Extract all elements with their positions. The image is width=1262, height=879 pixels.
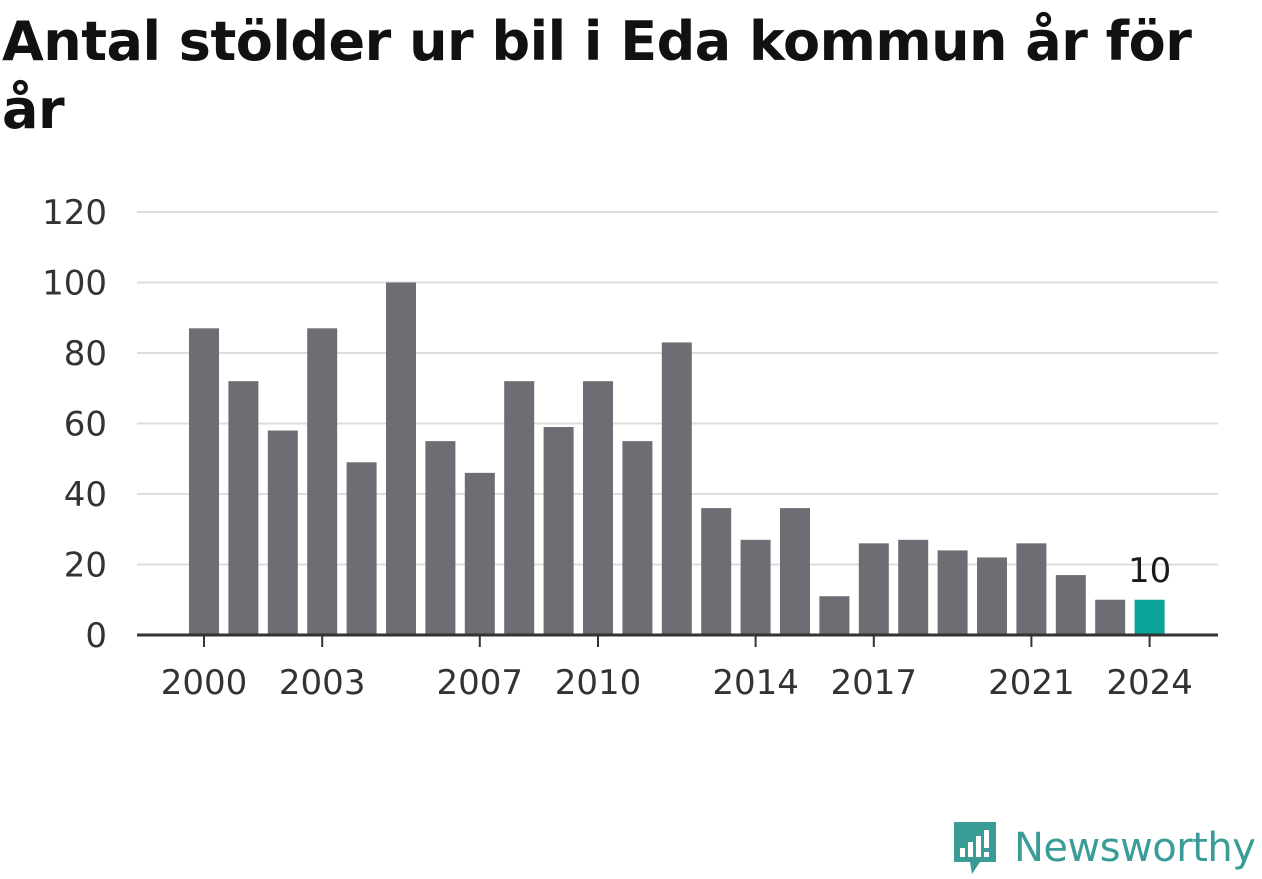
bar-2020 <box>977 557 1007 635</box>
x-tick-label: 2007 <box>437 663 524 703</box>
bar-2012 <box>661 342 692 635</box>
y-tick-label: 80 <box>64 334 107 374</box>
bar-2016 <box>819 596 850 635</box>
data-labels: 10 <box>1128 551 1171 591</box>
x-tick-label: 2000 <box>161 663 248 703</box>
bar-2017 <box>858 543 889 635</box>
data-label: 10 <box>1128 551 1171 591</box>
bar-2007 <box>464 472 495 635</box>
bar-2022 <box>1055 575 1086 635</box>
x-tick-label: 2010 <box>555 663 642 703</box>
x-tick-label: 2021 <box>988 663 1075 703</box>
y-tick-label: 20 <box>64 546 107 586</box>
y-tick-label: 100 <box>42 264 107 304</box>
y-tick-label: 120 <box>42 193 107 233</box>
x-tick-label: 2003 <box>279 663 366 703</box>
bar-2000 <box>189 328 219 635</box>
bar-2008 <box>504 381 535 635</box>
bar-2021 <box>1016 543 1047 635</box>
y-tick-label: 0 <box>85 616 107 656</box>
x-axis-ticks: 2000 2003 2007 2010 2014 2017 2021 2024 <box>161 635 1193 703</box>
x-tick-label: 2024 <box>1106 663 1193 703</box>
bar-2010 <box>583 381 613 635</box>
bar-2005 <box>386 282 416 635</box>
bar-2011 <box>622 441 653 635</box>
y-tick-label: 60 <box>64 405 107 445</box>
bar-2015 <box>780 508 810 635</box>
bar-2024 <box>1134 599 1165 635</box>
bar-2003 <box>307 328 338 635</box>
brand-name: Newsworthy <box>1014 825 1256 871</box>
bar-2023 <box>1095 599 1126 635</box>
bar-2013 <box>701 508 732 635</box>
chart-title: Antal stölder ur bil i Eda kommun år för… <box>2 10 1192 141</box>
bar-2001 <box>228 381 259 635</box>
x-tick-label: 2017 <box>831 663 918 703</box>
bar-2019 <box>937 550 968 635</box>
x-tick-label: 2014 <box>712 663 799 703</box>
brand: Newsworthy <box>950 818 1256 878</box>
bar-2002 <box>267 430 298 635</box>
bar-2018 <box>898 539 929 635</box>
bars <box>189 282 1165 635</box>
y-tick-label: 40 <box>64 475 107 515</box>
newsworthy-logo-icon <box>954 822 996 874</box>
bar-2006 <box>425 441 456 635</box>
bar-2014 <box>740 539 771 635</box>
y-axis-ticks: 0 20 40 60 80 100 120 <box>42 193 107 656</box>
bar-2009 <box>543 427 574 635</box>
bar-2004 <box>346 462 377 635</box>
